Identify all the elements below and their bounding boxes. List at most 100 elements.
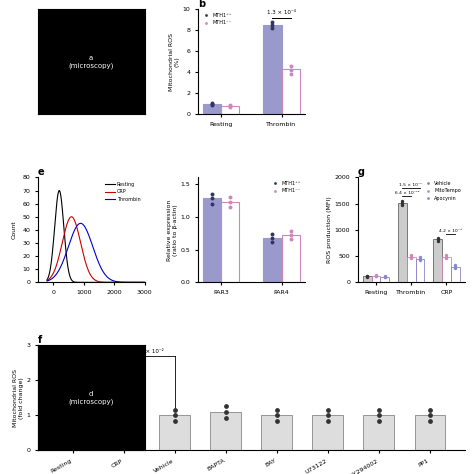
Point (226, 203, 234, 211)
Line: Resting: Resting (47, 191, 145, 283)
Legend: Vehicle, MitoTempo, Apocynin: Vehicle, MitoTempo, Apocynin (422, 180, 462, 201)
Point (208, 200, 216, 208)
Resting (142, 280, 147, 285)
Y-axis label: ROS production (MFI): ROS production (MFI) (327, 197, 332, 263)
Point (269, 230, 276, 237)
Point (416, 255, 424, 263)
Point (208, 190, 216, 198)
Point (416, 254, 424, 261)
Point (451, 261, 459, 269)
Point (226, 193, 234, 201)
Point (375, 411, 383, 419)
Point (273, 406, 281, 414)
Bar (398, 202, 407, 283)
Point (451, 263, 459, 270)
Point (222, 402, 229, 410)
Point (208, 99, 216, 107)
Thrombin (102, 272, 108, 277)
Thrombin (127, 280, 132, 285)
Point (364, 272, 371, 279)
Point (222, 408, 229, 416)
Point (120, 411, 128, 419)
Point (407, 251, 415, 259)
Point (171, 406, 179, 414)
Point (324, 417, 331, 424)
Point (171, 411, 179, 419)
Point (171, 417, 179, 424)
Bar (372, 275, 380, 283)
Point (273, 411, 281, 419)
Legend: Resting, CRP, Thrombin: Resting, CRP, Thrombin (103, 180, 142, 204)
Point (120, 398, 128, 406)
Point (381, 273, 389, 281)
Thrombin (142, 280, 147, 285)
Point (69, 406, 76, 414)
Bar (262, 415, 292, 450)
Thrombin (45, 278, 50, 284)
Point (372, 272, 380, 279)
Text: 4.2 × 10⁻⁵: 4.2 × 10⁻⁵ (439, 229, 462, 233)
Legend: MTH1⁺⁺, MTH1⁻⁻: MTH1⁺⁺, MTH1⁻⁻ (201, 12, 233, 26)
Bar (433, 239, 442, 283)
Point (269, 21, 276, 29)
Point (375, 417, 383, 424)
Point (269, 234, 276, 242)
Point (372, 272, 380, 280)
Bar (442, 256, 451, 283)
Resting (102, 280, 108, 285)
Text: a: a (38, 0, 45, 9)
Text: 1.3 × 10⁻²: 1.3 × 10⁻² (135, 349, 164, 354)
Bar (221, 202, 239, 283)
Point (443, 253, 450, 260)
Point (287, 228, 294, 235)
Point (416, 256, 424, 264)
CRP (133, 280, 138, 285)
Resting (56, 188, 62, 193)
Point (120, 404, 128, 412)
Point (364, 273, 371, 281)
Point (226, 199, 234, 206)
Point (273, 417, 281, 424)
Point (381, 272, 389, 280)
Point (226, 102, 234, 110)
Thrombin (104, 274, 110, 280)
Resting (104, 280, 110, 285)
Bar (364, 415, 394, 450)
Bar (109, 408, 139, 450)
Point (324, 411, 331, 419)
Y-axis label: Mitochondrial ROS
(%): Mitochondrial ROS (%) (169, 33, 180, 91)
Point (287, 70, 294, 77)
Text: b: b (198, 0, 205, 9)
Bar (414, 415, 445, 450)
Bar (264, 25, 282, 114)
Bar (221, 106, 239, 114)
Point (226, 103, 234, 111)
Point (443, 255, 450, 262)
Bar (451, 266, 460, 283)
Point (287, 63, 294, 70)
Point (222, 414, 229, 421)
Bar (282, 69, 300, 114)
Text: g: g (358, 167, 365, 177)
CRP (127, 280, 132, 285)
Bar (210, 412, 241, 450)
CRP (69, 214, 74, 219)
Bar (407, 256, 416, 283)
Resting (133, 280, 138, 285)
Thrombin (102, 272, 108, 278)
Point (324, 406, 331, 414)
Bar (264, 238, 282, 283)
Thrombin (44, 278, 50, 284)
Resting (127, 280, 132, 285)
Point (426, 411, 434, 419)
Bar (203, 104, 221, 114)
CRP (142, 280, 147, 285)
Point (451, 264, 459, 272)
CRP (104, 280, 110, 285)
Resting (44, 277, 50, 283)
CRP (102, 280, 108, 285)
Point (208, 195, 216, 202)
Text: 1.3 × 10⁻⁴: 1.3 × 10⁻⁴ (267, 10, 296, 15)
Bar (380, 277, 389, 283)
Legend: MTH1⁺⁺, MTH1⁻⁻: MTH1⁺⁺, MTH1⁻⁻ (270, 180, 302, 194)
